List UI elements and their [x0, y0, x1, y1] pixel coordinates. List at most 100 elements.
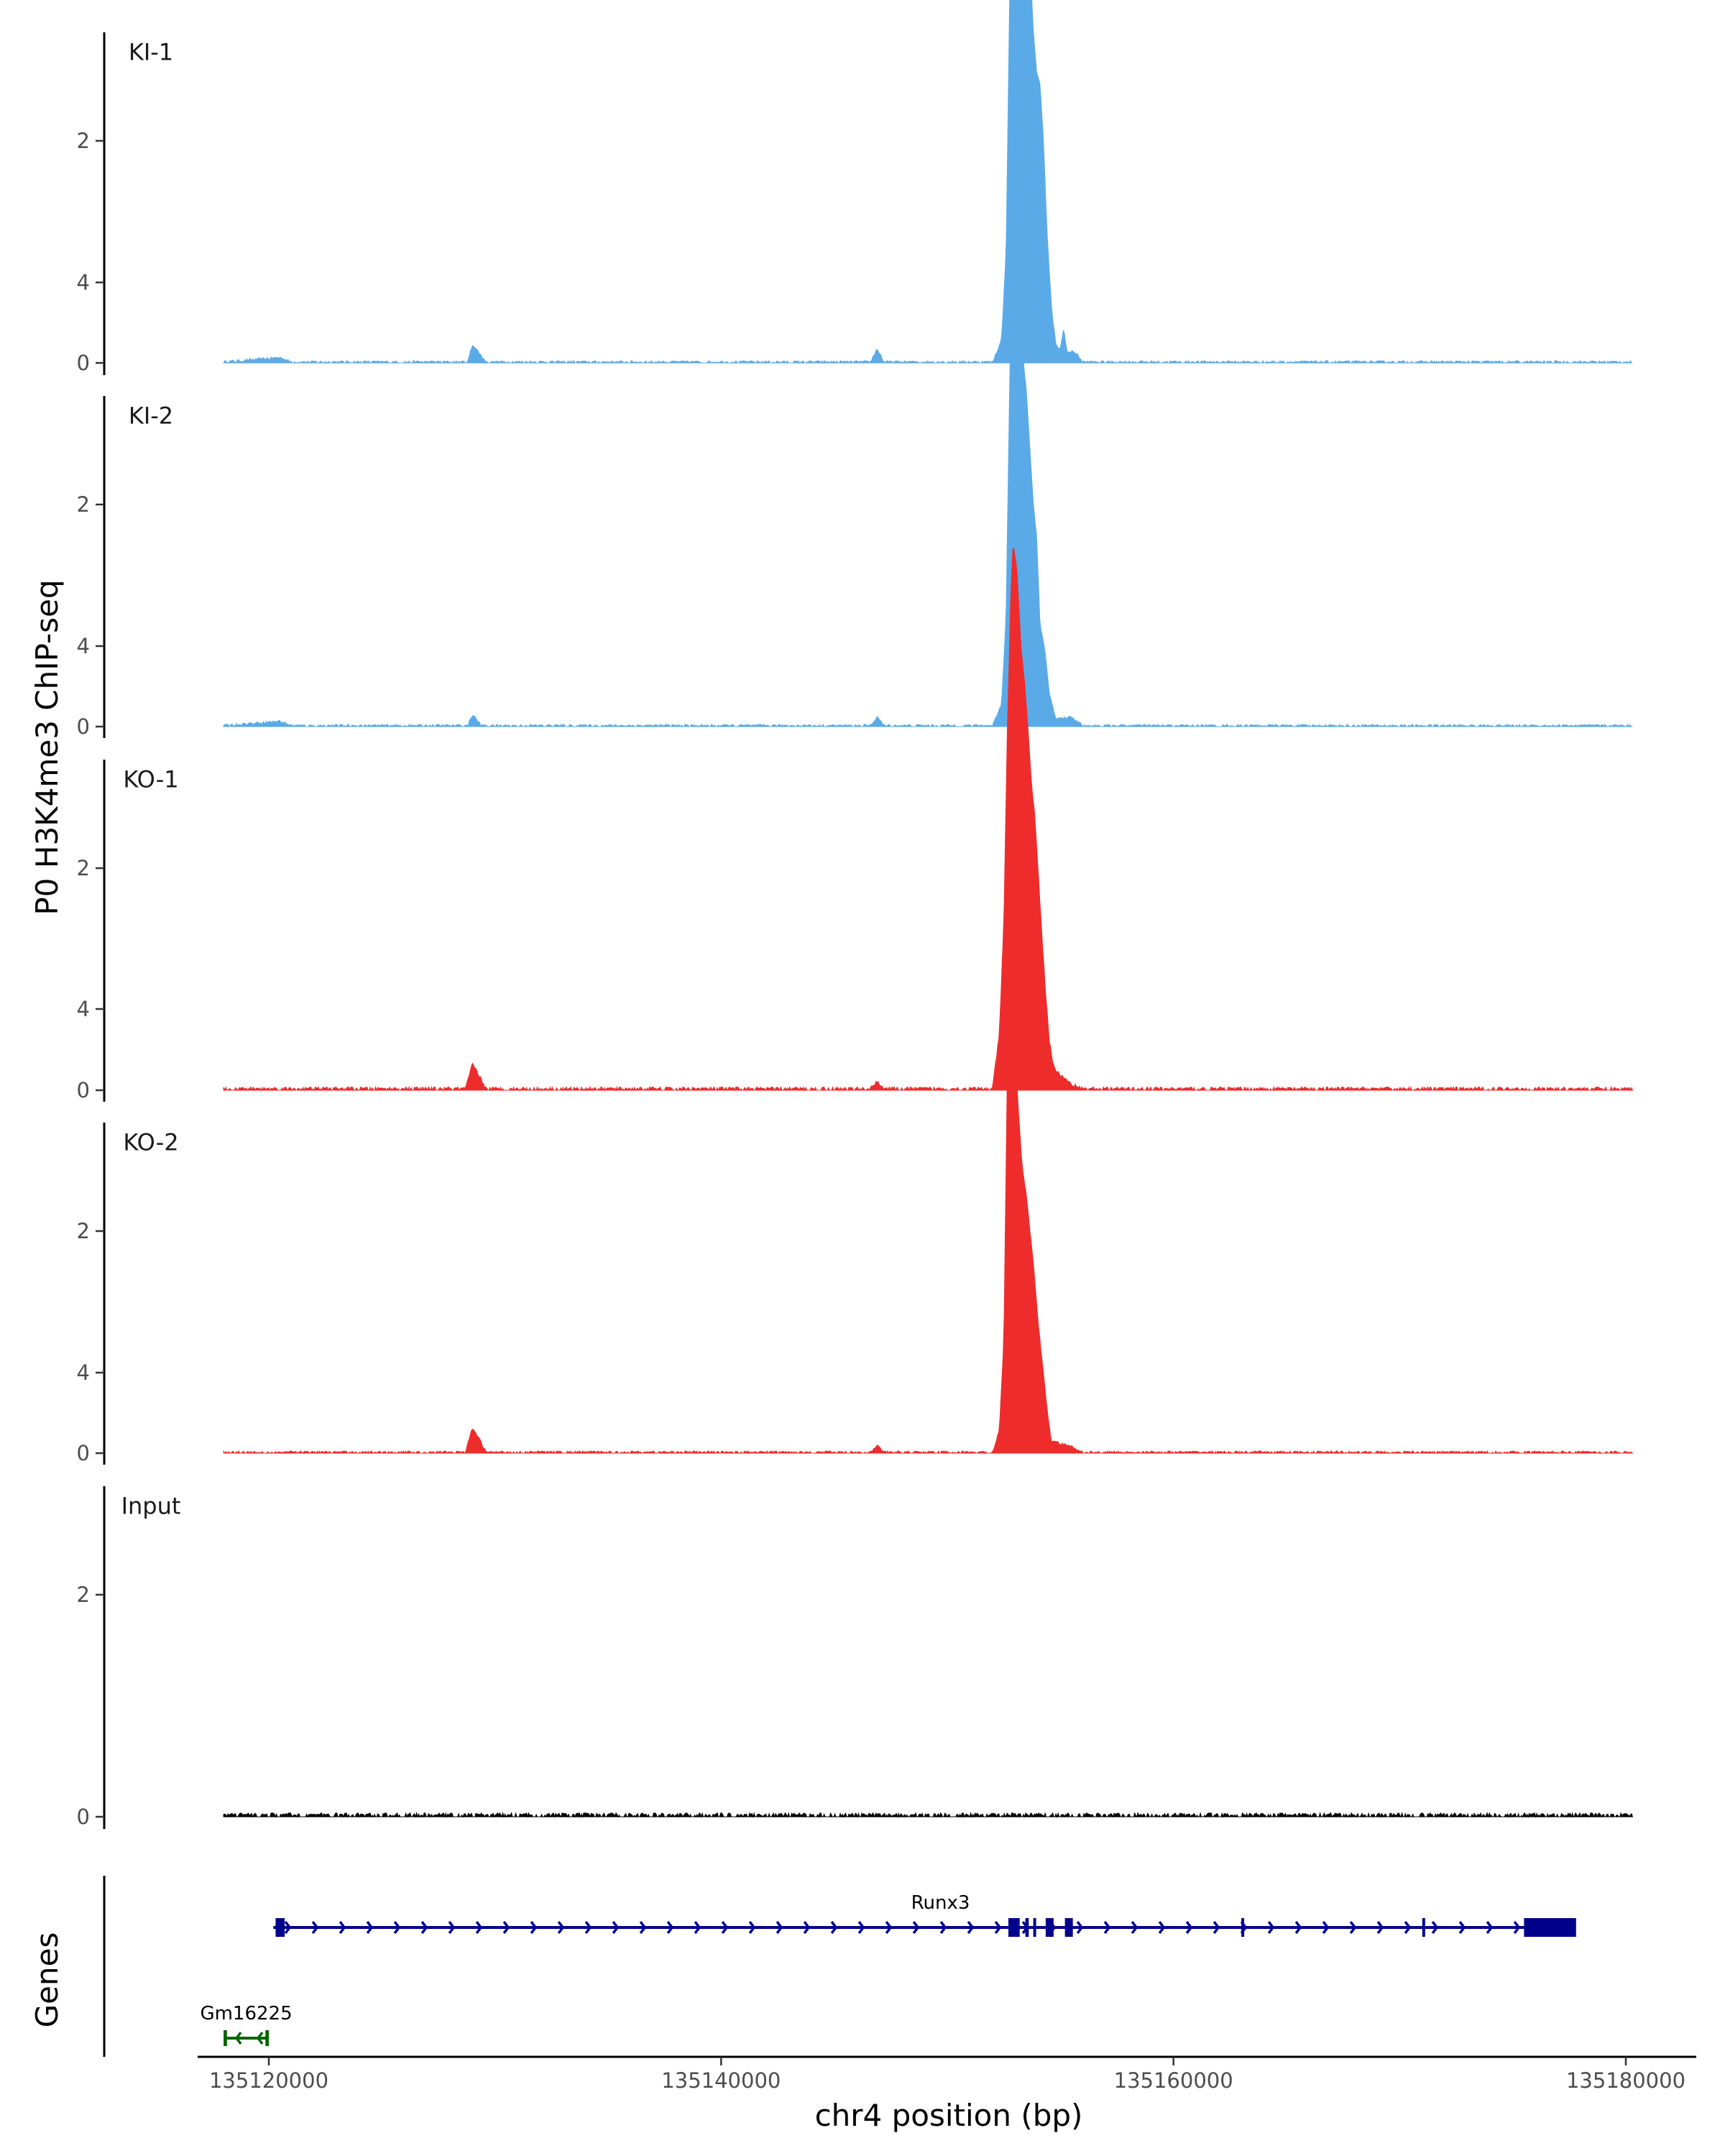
strand-chevron [748, 1920, 756, 1935]
gene-gm16225: Gm16225 [200, 2003, 293, 2046]
exon [1033, 1918, 1036, 1937]
strand-chevron [1513, 1920, 1521, 1935]
track-label: KI-1 [129, 38, 173, 65]
strand-chevron [803, 1920, 811, 1935]
strand-chevron [1213, 1920, 1220, 1935]
strand-chevron [612, 1920, 620, 1935]
strand-chevron [1076, 1920, 1084, 1935]
y-tick-label: 2 [77, 856, 90, 880]
strand-chevron [885, 1920, 893, 1935]
strand-chevron [1158, 1920, 1166, 1935]
signal-area [223, 547, 1634, 1092]
strand-chevron [420, 1920, 428, 1935]
strand-chevron [994, 1920, 1002, 1935]
strand-chevron [311, 1920, 319, 1935]
track-label: Input [121, 1492, 181, 1519]
track-ko-1: 0 2 4 KO-1 [77, 547, 1634, 1102]
strand-chevron [721, 1920, 729, 1935]
genes-layer: Runx3 Gm16225 [103, 1876, 1576, 2057]
exon [265, 2030, 269, 2046]
y-tick-label: 4 [77, 270, 90, 295]
strand-chevron [1486, 1920, 1494, 1935]
y-tick-label: 2 [77, 1583, 90, 1607]
gene-label: Gm16225 [200, 2003, 292, 2024]
strand-chevron [776, 1920, 783, 1935]
strand-chevron [1294, 1920, 1302, 1935]
track-ki-1: 0 2 4 KI-1 [77, 0, 1633, 375]
strand-chevron [1458, 1920, 1466, 1935]
strand-chevron [967, 1920, 975, 1935]
exon [1524, 1918, 1576, 1937]
gene-runx3: Runx3 [273, 1892, 1576, 1937]
strand-chevron [502, 1920, 510, 1935]
exon [1045, 1918, 1054, 1937]
y-tick-label: 0 [77, 1078, 90, 1102]
x-axis: 135120000 135140000 135160000 135180000 [198, 2055, 1696, 2093]
strand-chevron [448, 1920, 456, 1935]
x-tick-label: 135160000 [1114, 2068, 1233, 2093]
strand-chevron [694, 1920, 702, 1935]
y-tick-label: 2 [77, 492, 90, 517]
strand-chevron [830, 1920, 838, 1935]
strand-chevron [1349, 1920, 1357, 1935]
strand-chevron [912, 1920, 920, 1935]
strand-chevron [339, 1920, 346, 1935]
strand-chevron [666, 1920, 674, 1935]
exon [1025, 1918, 1029, 1937]
strand-chevron [939, 1920, 947, 1935]
y-tick-label: 2 [77, 1219, 90, 1243]
strand-chevron [393, 1920, 401, 1935]
strand-chevron [639, 1920, 647, 1935]
exon [1422, 1918, 1425, 1937]
track-label: KO-1 [123, 765, 178, 793]
signal-area [223, 183, 1633, 728]
y-tick-label: 4 [77, 634, 90, 658]
y-tick-label: 0 [77, 1805, 90, 1829]
strand-chevron [1322, 1920, 1330, 1935]
genes-axis-title: Genes [29, 1932, 65, 2028]
y-tick-label: 4 [77, 997, 90, 1021]
strand-chevron [1131, 1920, 1138, 1935]
y-tick-label: 4 [77, 1360, 90, 1385]
strand-chevron [366, 1920, 374, 1935]
strand-chevron [857, 1920, 865, 1935]
strand-chevron [1376, 1920, 1384, 1935]
strand-chevron [557, 1920, 565, 1935]
strand-chevron [584, 1920, 592, 1935]
y-tick-label: 0 [77, 1441, 90, 1465]
y-tick-label: 0 [77, 351, 90, 375]
strand-chevron [530, 1920, 538, 1935]
track-ko-2: 0 2 4 KO-2 [77, 920, 1634, 1465]
exon [275, 1918, 285, 1937]
x-tick-label: 135120000 [209, 2068, 328, 2093]
track-label: KO-2 [123, 1128, 178, 1156]
x-tick-label: 135140000 [661, 2068, 781, 2093]
signal-area [223, 920, 1634, 1455]
strand-chevron [1267, 1920, 1275, 1935]
exon [224, 2030, 227, 2046]
strand-chevron [1185, 1920, 1193, 1935]
signal-area [223, 0, 1633, 364]
gene-label: Runx3 [911, 1892, 970, 1914]
x-axis-title: chr4 position (bp) [815, 2098, 1083, 2133]
strand-chevron [234, 2031, 242, 2045]
strand-chevron [284, 1920, 292, 1935]
strand-chevron [475, 1920, 483, 1935]
y-axis-title: P0 H3K4me3 ChIP-seq [29, 579, 65, 915]
strand-chevron [1103, 1920, 1111, 1935]
exon [1241, 1918, 1245, 1937]
x-tick-label: 135180000 [1566, 2068, 1685, 2093]
exon [1064, 1918, 1073, 1937]
y-tick-label: 2 [77, 129, 90, 153]
track-label: KI-2 [129, 402, 173, 429]
y-tick-label: 0 [77, 714, 90, 739]
signal-area [223, 1811, 1634, 1818]
track-input: 0 2 4 Input [77, 1360, 1634, 1829]
exon [1008, 1918, 1020, 1937]
strand-chevron [1404, 1920, 1412, 1935]
track-ki-2: 0 2 4 KI-2 [77, 183, 1633, 739]
strand-chevron [256, 2031, 264, 2045]
strand-chevron [1431, 1920, 1439, 1935]
